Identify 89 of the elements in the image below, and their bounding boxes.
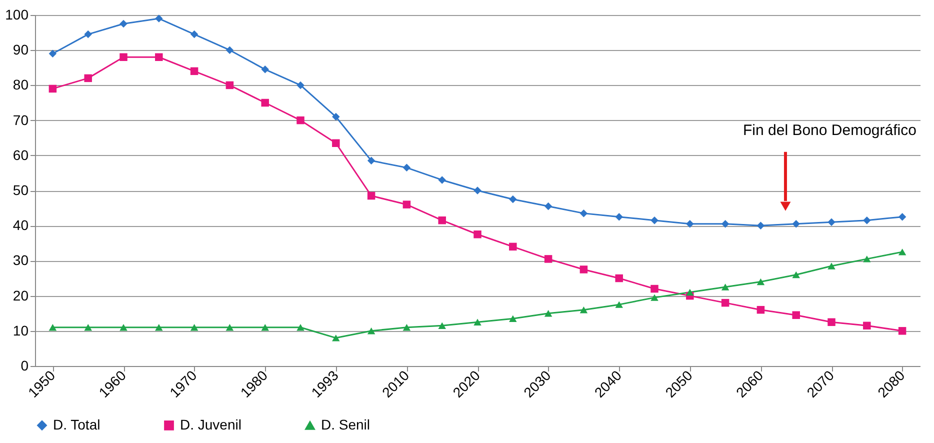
point xyxy=(509,242,517,251)
point xyxy=(402,164,411,172)
point xyxy=(48,84,57,93)
point xyxy=(190,67,198,76)
point xyxy=(332,334,340,342)
point xyxy=(828,318,836,326)
point xyxy=(544,255,552,263)
point xyxy=(402,200,411,208)
point xyxy=(84,74,92,82)
point xyxy=(828,218,836,226)
point xyxy=(332,139,340,147)
point xyxy=(615,212,623,221)
y-tick-label: 20 xyxy=(12,287,29,304)
annotation: Fin del Bono Demográfico xyxy=(743,122,916,139)
legend-label: D. Juvenil xyxy=(180,416,242,432)
point xyxy=(756,278,765,286)
point xyxy=(120,324,128,331)
point xyxy=(48,324,57,331)
point xyxy=(367,328,376,334)
point xyxy=(438,216,446,224)
point xyxy=(226,324,234,331)
point xyxy=(792,311,800,319)
point xyxy=(650,294,658,301)
point xyxy=(120,53,128,61)
point xyxy=(721,220,730,228)
legend-label: D. Senil xyxy=(321,416,370,432)
point xyxy=(48,50,57,58)
point xyxy=(756,222,765,230)
point xyxy=(544,310,552,317)
point xyxy=(580,306,588,314)
point xyxy=(155,14,163,22)
point xyxy=(544,202,552,210)
point xyxy=(261,66,269,74)
point xyxy=(261,98,269,107)
point xyxy=(226,46,234,54)
y-tick-label: 80 xyxy=(12,76,29,93)
point xyxy=(792,271,800,278)
point xyxy=(367,156,376,165)
point xyxy=(474,318,482,326)
point xyxy=(756,306,765,314)
point xyxy=(296,324,304,331)
point xyxy=(474,186,482,194)
point xyxy=(615,301,623,308)
point xyxy=(155,324,163,331)
point xyxy=(721,284,730,290)
point xyxy=(438,176,446,184)
point xyxy=(792,220,800,228)
y-tick-label: 100 xyxy=(5,6,29,22)
point xyxy=(650,284,658,293)
y-tick-label: 40 xyxy=(12,217,29,234)
point xyxy=(367,192,376,200)
point xyxy=(580,209,588,218)
point xyxy=(615,274,623,282)
point xyxy=(898,327,906,335)
point xyxy=(296,116,304,124)
point xyxy=(120,20,128,28)
point xyxy=(650,216,658,224)
y-tick-label: 30 xyxy=(12,252,29,268)
point xyxy=(402,324,411,331)
point xyxy=(863,216,871,224)
point xyxy=(686,220,694,228)
point xyxy=(155,53,163,61)
point xyxy=(296,81,304,90)
point xyxy=(332,112,340,121)
y-tick-label: 10 xyxy=(12,322,29,338)
point xyxy=(509,195,517,204)
point xyxy=(686,288,694,296)
point xyxy=(84,324,92,331)
point xyxy=(828,262,836,270)
point xyxy=(898,212,906,221)
point xyxy=(863,322,871,330)
point xyxy=(261,324,269,331)
y-tick-label: 0 xyxy=(20,358,29,374)
point xyxy=(863,256,871,262)
point xyxy=(509,315,517,322)
point xyxy=(474,230,482,238)
y-tick-label: 70 xyxy=(12,112,29,128)
point xyxy=(84,30,92,38)
point xyxy=(438,322,446,329)
y-tick-label: 90 xyxy=(12,42,29,58)
point xyxy=(580,266,588,274)
point xyxy=(721,298,730,307)
y-tick-label: 50 xyxy=(12,182,29,198)
point xyxy=(226,81,234,90)
point xyxy=(190,324,198,331)
legend-label: D. Total xyxy=(53,416,100,432)
point xyxy=(898,248,906,256)
y-tick-label: 60 xyxy=(12,146,29,163)
point xyxy=(190,30,198,38)
